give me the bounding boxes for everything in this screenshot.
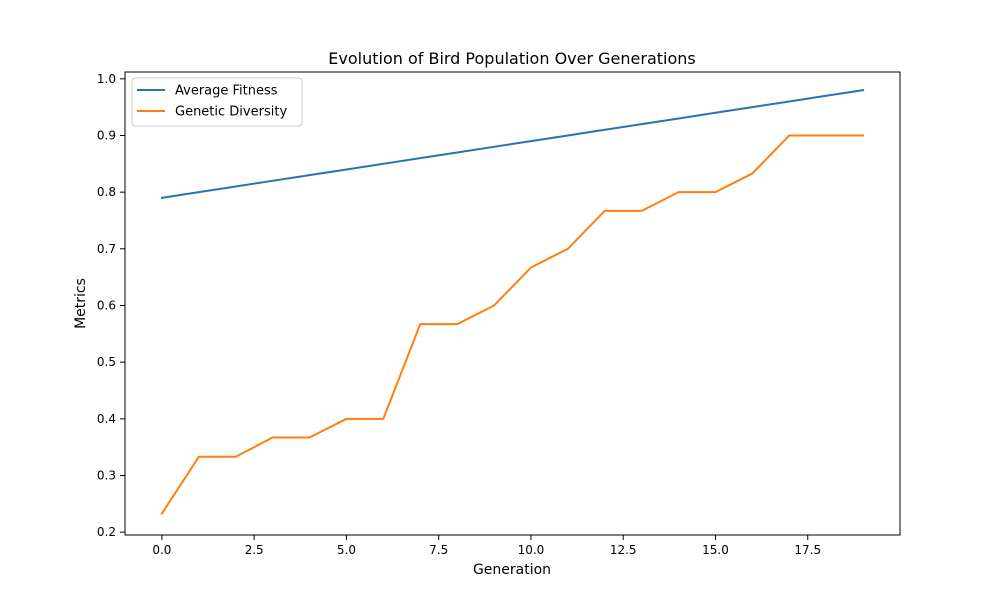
plot-area: 0.0 2.5 5.0 7.5 10.0 12.5 15.0 17.5 0.20.30.40.… bbox=[97, 71, 901, 557]
x-tick-label: 0.0 bbox=[152, 543, 171, 557]
y-tick-label: 0.2 bbox=[97, 525, 116, 539]
x-tick-label: 2.5 bbox=[245, 543, 264, 557]
legend-label: Average Fitness bbox=[175, 84, 278, 99]
y-tick-label: 0.6 bbox=[97, 298, 116, 312]
series-layer bbox=[160, 88, 865, 515]
y-axis-ticks: 0.2 0.3 0.4 0.5 0.6 0.7 0.8 0.9 1.0 bbox=[97, 72, 125, 539]
y-tick-label: 0.3 bbox=[97, 468, 116, 482]
x-tick-label: 10.0 bbox=[518, 543, 545, 557]
x-tick-label: 15.0 bbox=[702, 543, 729, 557]
y-tick-label: 0.5 bbox=[97, 355, 116, 369]
y-tick-label: 0.8 bbox=[97, 185, 116, 199]
y-tick-label: 0.7 bbox=[97, 242, 116, 256]
series-line-genetic-diversity bbox=[160, 134, 865, 515]
x-tick-label: 5.0 bbox=[337, 543, 356, 557]
x-tick-label: 17.5 bbox=[794, 543, 821, 557]
series-line-average-fitness bbox=[160, 88, 865, 199]
axes-frame bbox=[124, 71, 901, 536]
x-tick-label: 12.5 bbox=[610, 543, 637, 557]
y-tick-label: 0.4 bbox=[97, 412, 116, 426]
y-tick-label: 0.9 bbox=[97, 128, 116, 142]
legend: Average Fitness Genetic Diversity bbox=[131, 77, 303, 127]
chart-title: Evolution of Bird Population Over Genera… bbox=[328, 49, 695, 68]
y-axis-label: Metrics bbox=[73, 278, 89, 329]
y-tick-label: 1.0 bbox=[97, 72, 116, 86]
x-axis-ticks: 0.0 2.5 5.0 7.5 10.0 12.5 15.0 17.5 bbox=[152, 535, 821, 557]
x-axis-label: Generation bbox=[473, 562, 551, 578]
legend-box bbox=[131, 77, 303, 127]
x-tick-label: 7.5 bbox=[429, 543, 448, 557]
legend-label: Genetic Diversity bbox=[175, 105, 287, 120]
